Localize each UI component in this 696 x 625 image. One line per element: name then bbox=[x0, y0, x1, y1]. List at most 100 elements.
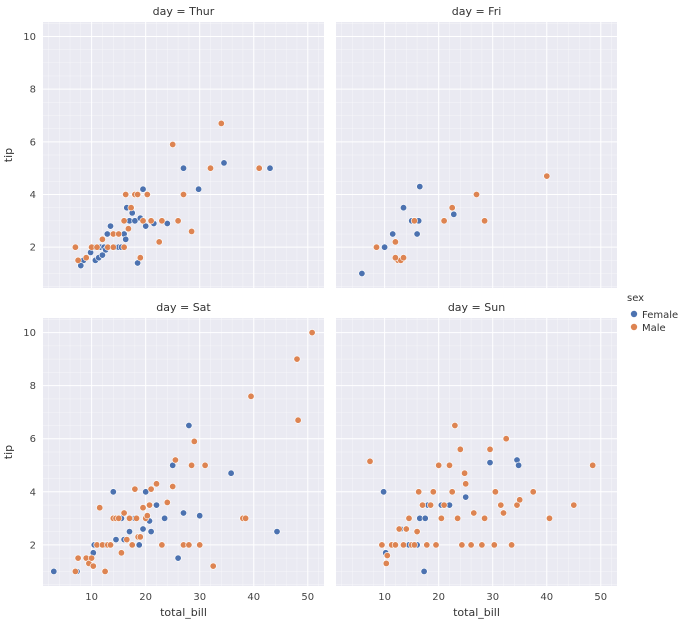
point-female bbox=[126, 528, 134, 536]
point-male bbox=[391, 541, 399, 549]
point-male bbox=[516, 496, 524, 504]
y-tick-label: 8 bbox=[30, 85, 36, 96]
point-male bbox=[207, 164, 215, 172]
panel-sat-points bbox=[50, 329, 316, 575]
point-male bbox=[143, 512, 151, 520]
point-male bbox=[545, 514, 553, 522]
panel-thur-title: day = Thur bbox=[153, 5, 215, 18]
point-male bbox=[402, 525, 410, 533]
point-male bbox=[490, 541, 498, 549]
panel-sat: day = Sat bbox=[43, 301, 324, 586]
panel-thur-grid bbox=[43, 22, 324, 288]
point-male bbox=[136, 533, 144, 541]
point-male bbox=[120, 243, 128, 251]
point-male bbox=[427, 501, 435, 509]
point-male bbox=[190, 437, 198, 445]
point-male bbox=[153, 480, 161, 488]
point-male bbox=[120, 509, 128, 517]
point-male bbox=[188, 461, 196, 469]
point-male bbox=[82, 254, 90, 262]
axis-ticks: 2 4 6 8 10 2 4 6 8 10 10 20 30 40 50 10 20 30 40 50 bbox=[23, 32, 607, 603]
point-male bbox=[123, 536, 131, 544]
legend-label-male: Male bbox=[642, 323, 666, 334]
panel-thur: day = Thur bbox=[43, 5, 324, 288]
point-male bbox=[169, 482, 177, 490]
point-male bbox=[418, 501, 426, 509]
x-tick-label: 30 bbox=[193, 592, 206, 603]
point-male bbox=[478, 541, 486, 549]
panel-thur-points bbox=[71, 119, 274, 270]
point-male bbox=[89, 562, 97, 570]
point-male bbox=[128, 541, 136, 549]
point-male bbox=[499, 509, 507, 517]
x-tick-label: 30 bbox=[486, 592, 499, 603]
point-female bbox=[389, 230, 397, 238]
point-male bbox=[147, 217, 155, 225]
point-female bbox=[139, 525, 147, 533]
point-male bbox=[139, 504, 147, 512]
point-male bbox=[458, 541, 466, 549]
point-female bbox=[486, 459, 494, 467]
point-male bbox=[461, 469, 469, 477]
point-female bbox=[109, 488, 117, 496]
point-female bbox=[266, 164, 274, 172]
point-male bbox=[440, 217, 448, 225]
point-male bbox=[122, 191, 130, 199]
y-tick-label: 4 bbox=[30, 190, 36, 201]
point-male bbox=[440, 501, 448, 509]
point-male bbox=[146, 501, 154, 509]
point-female bbox=[139, 185, 147, 193]
point-male bbox=[169, 141, 177, 149]
point-male bbox=[217, 119, 225, 127]
point-male bbox=[158, 217, 166, 225]
point-male bbox=[382, 559, 390, 567]
point-male bbox=[255, 164, 263, 172]
point-male bbox=[437, 514, 445, 522]
point-male bbox=[378, 541, 386, 549]
point-male bbox=[131, 485, 139, 493]
point-male bbox=[101, 567, 109, 575]
point-male bbox=[462, 480, 470, 488]
point-female bbox=[196, 512, 204, 520]
y-tick-label: 6 bbox=[30, 434, 36, 445]
point-male bbox=[481, 217, 489, 225]
point-male bbox=[423, 541, 431, 549]
point-male bbox=[180, 191, 188, 199]
point-female bbox=[227, 469, 235, 477]
point-male bbox=[448, 488, 456, 496]
point-male bbox=[127, 204, 135, 212]
point-male bbox=[209, 562, 217, 570]
panel-sun: day = Sun bbox=[336, 301, 617, 586]
point-male bbox=[445, 461, 453, 469]
point-male bbox=[491, 488, 499, 496]
point-male bbox=[171, 456, 179, 464]
point-male bbox=[74, 554, 82, 562]
panel-sun-points bbox=[366, 421, 597, 575]
point-male bbox=[185, 541, 193, 549]
point-female bbox=[399, 204, 407, 212]
x-tick-label: 40 bbox=[247, 592, 260, 603]
point-male bbox=[96, 504, 104, 512]
point-male bbox=[472, 191, 480, 199]
panel-fri-grid bbox=[336, 22, 617, 288]
point-male bbox=[405, 514, 413, 522]
x-axis-label-left: total_bill bbox=[160, 606, 207, 619]
point-male bbox=[188, 227, 196, 235]
point-male bbox=[120, 217, 128, 225]
y-axis-label-top: tip bbox=[2, 148, 15, 162]
y-axis-label-bottom: tip bbox=[2, 445, 15, 459]
point-male bbox=[470, 509, 478, 517]
point-male bbox=[451, 421, 459, 429]
x-axis-label-right: total_bill bbox=[453, 606, 500, 619]
point-male bbox=[486, 445, 494, 453]
point-male bbox=[139, 217, 147, 225]
panel-fri: day = Fri bbox=[336, 5, 617, 288]
point-female bbox=[273, 528, 281, 536]
point-male bbox=[395, 525, 403, 533]
point-male bbox=[126, 514, 134, 522]
point-male bbox=[143, 191, 151, 199]
point-male bbox=[456, 445, 464, 453]
point-male bbox=[147, 485, 155, 493]
point-male bbox=[93, 243, 101, 251]
